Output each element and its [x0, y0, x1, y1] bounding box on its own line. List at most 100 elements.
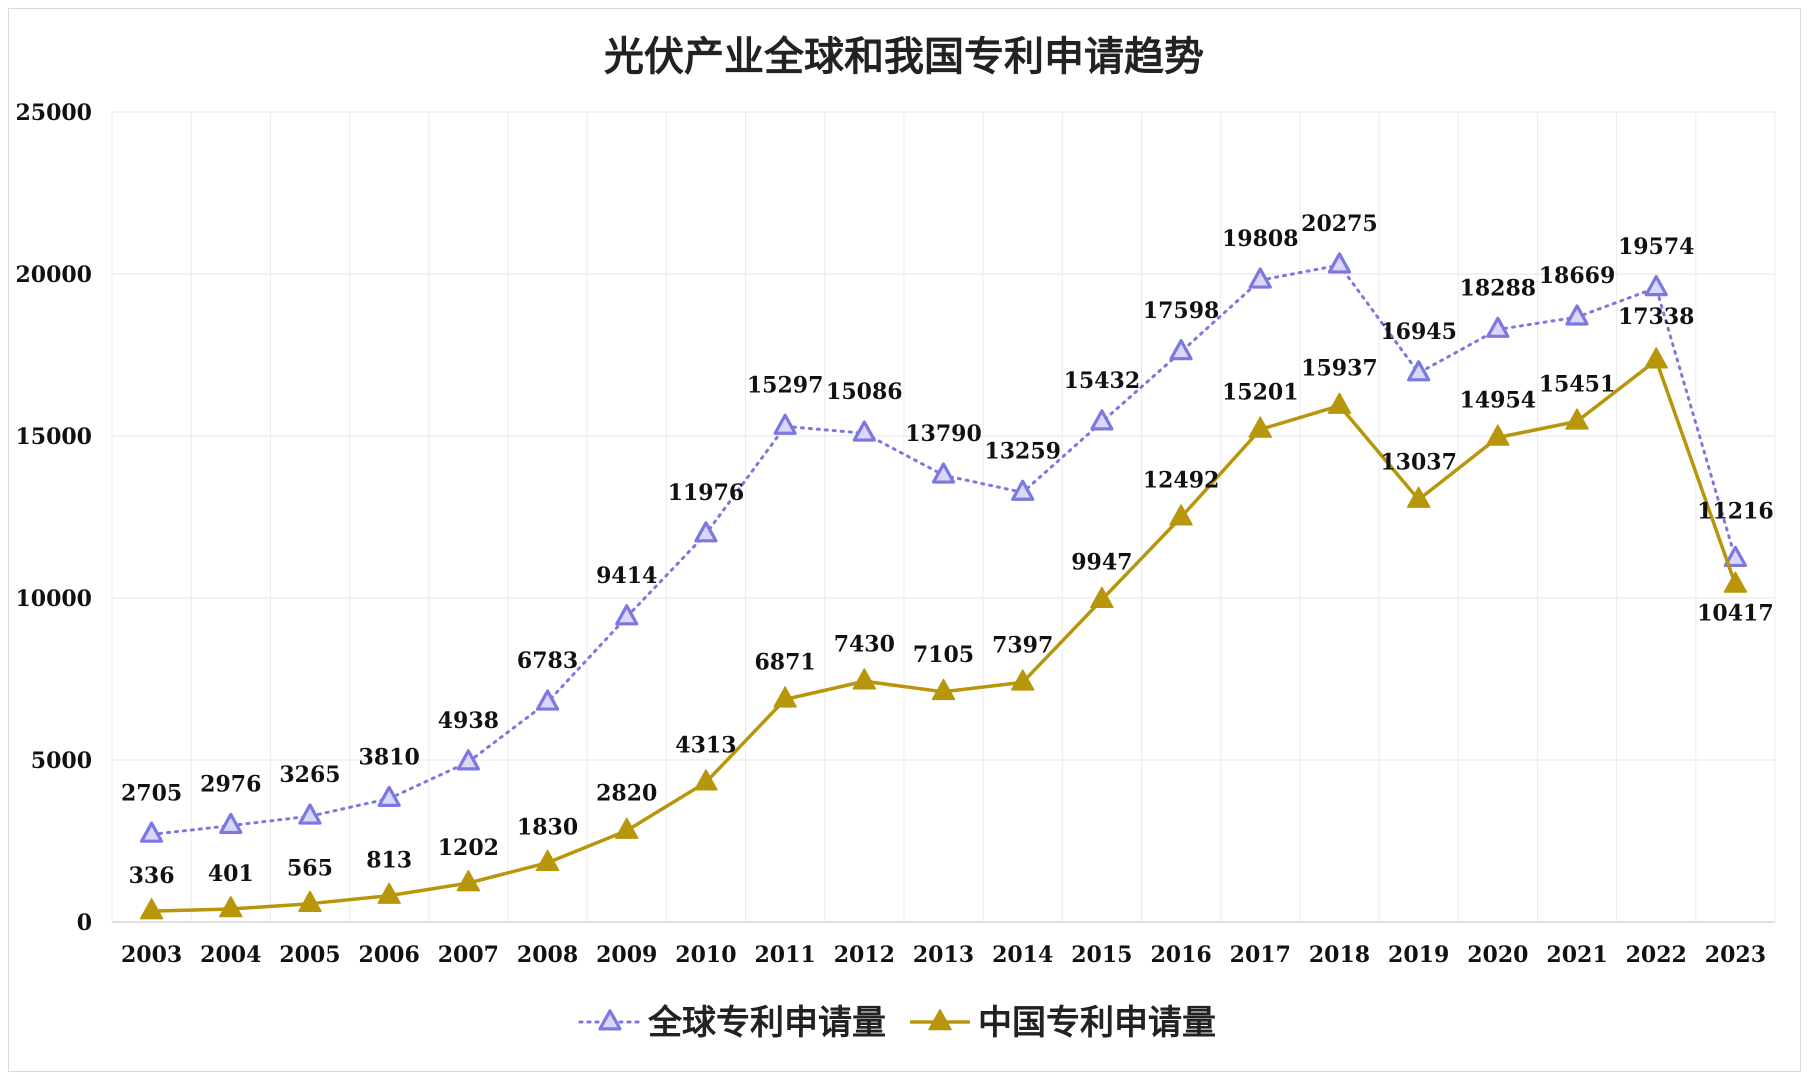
data-label-global: 17598 [1143, 298, 1220, 324]
y-tick-label: 25000 [15, 100, 92, 126]
data-label-china: 12492 [1143, 467, 1220, 493]
y-tick-label: 5000 [31, 748, 92, 774]
data-label-china: 813 [366, 848, 412, 874]
marker-china [219, 895, 243, 918]
grid-layer [111, 111, 1776, 923]
data-label-china: 15937 [1301, 356, 1378, 382]
data-label-global: 11216 [1697, 499, 1774, 525]
data-label-global: 18288 [1460, 275, 1537, 301]
data-label-china: 14954 [1460, 387, 1537, 413]
marker-global [931, 462, 956, 484]
data-label-global: 18669 [1539, 263, 1616, 289]
data-label-global: 20275 [1301, 211, 1378, 237]
data-label-global: 13259 [984, 438, 1061, 464]
y-tick-label: 10000 [15, 586, 92, 612]
marker-china [931, 678, 956, 701]
marker-china [1723, 571, 1748, 593]
data-label-china: 2820 [596, 781, 657, 807]
x-tick-label: 2016 [1150, 942, 1211, 968]
data-label-china: 1202 [438, 835, 499, 861]
data-label-china: 7105 [913, 642, 974, 668]
marker-china [1406, 486, 1431, 508]
data-label-china: 15451 [1539, 371, 1616, 397]
marker-global [1248, 267, 1272, 289]
marker-global [1486, 316, 1510, 338]
data-label-global: 9414 [596, 563, 657, 589]
data-label-global: 19574 [1618, 234, 1695, 260]
x-tick-label: 2014 [992, 942, 1053, 968]
marker-global [1723, 545, 1747, 568]
marker-china [1327, 392, 1352, 414]
x-tick-label: 2022 [1626, 942, 1687, 968]
x-tick-label: 2007 [438, 942, 499, 968]
data-label-global: 6783 [517, 648, 578, 674]
data-label-china: 4313 [675, 732, 736, 758]
data-label-global: 11976 [668, 480, 745, 506]
chart-frame [8, 8, 1801, 1072]
marker-global [456, 749, 480, 771]
marker-global [1169, 339, 1193, 361]
marker-global [1644, 275, 1668, 297]
data-label-global: 16945 [1380, 319, 1457, 345]
data-label-china: 10417 [1697, 600, 1774, 626]
marker-china [1248, 416, 1273, 438]
data-label-china: 13037 [1380, 450, 1457, 476]
marker-global [1327, 252, 1352, 274]
data-label-global: 3265 [279, 762, 340, 788]
data-label-global: 4938 [438, 708, 499, 734]
marker-global [1407, 360, 1431, 382]
data-label-global: 15086 [826, 379, 903, 405]
marker-global [535, 689, 560, 711]
data-label-china: 401 [208, 861, 254, 887]
data-label-global: 3810 [359, 745, 420, 771]
marker-global [298, 803, 322, 825]
marker-china [377, 882, 401, 904]
x-tick-label: 2023 [1705, 942, 1766, 968]
x-tick-label: 2008 [517, 942, 578, 968]
marker-china [773, 686, 797, 708]
data-label-china: 7397 [992, 632, 1053, 658]
data-label-china: 336 [129, 863, 175, 889]
x-tick-label: 2004 [200, 942, 261, 968]
data-label-china: 9947 [1071, 550, 1132, 576]
marker-global [773, 413, 797, 435]
data-label-china: 565 [287, 856, 333, 882]
marker-china [298, 890, 322, 912]
x-tick-label: 2011 [755, 942, 816, 968]
data-label-global: 19808 [1222, 226, 1299, 252]
x-tick-label: 2015 [1071, 942, 1132, 968]
data-label-global: 2705 [121, 780, 182, 806]
x-tick-label: 2003 [121, 942, 182, 968]
x-tick-label: 2005 [279, 942, 340, 968]
marker-china [1644, 347, 1668, 369]
marker-china [1169, 504, 1193, 526]
y-tick-label: 15000 [15, 424, 92, 450]
x-tick-label: 2019 [1388, 942, 1449, 968]
data-label-china: 7430 [834, 631, 895, 657]
legend-marker-global [598, 1009, 622, 1031]
x-tick-label: 2010 [675, 942, 736, 968]
marker-global [219, 812, 243, 835]
marker-global [852, 420, 876, 442]
y-tick-label: 0 [77, 910, 92, 936]
marker-global [139, 821, 164, 843]
x-tick-label: 2018 [1309, 942, 1370, 968]
x-tick-label: 2013 [913, 942, 974, 968]
legend: 全球专利申请量 中国专利申请量 [578, 1003, 1216, 1043]
data-label-china: 15201 [1222, 379, 1299, 405]
marker-china [535, 849, 560, 871]
axis-layer: 0 5000 10000 15000 20000 25000 2003 2004 2005 200… [15, 100, 1766, 968]
marker-china [1565, 408, 1589, 430]
x-tick-label: 2020 [1467, 942, 1528, 968]
marker-china [1010, 669, 1035, 691]
marker-global [377, 785, 401, 807]
legend-label-china: 中国专利申请量 [978, 1003, 1216, 1043]
marker-china [1486, 424, 1510, 446]
chart-title: 光伏产业全球和我国专利申请趋势 [604, 33, 1204, 80]
data-label-global: 13790 [905, 421, 982, 447]
marker-china [614, 817, 639, 839]
series-layer [139, 252, 1748, 920]
data-label-china: 17338 [1618, 304, 1695, 330]
